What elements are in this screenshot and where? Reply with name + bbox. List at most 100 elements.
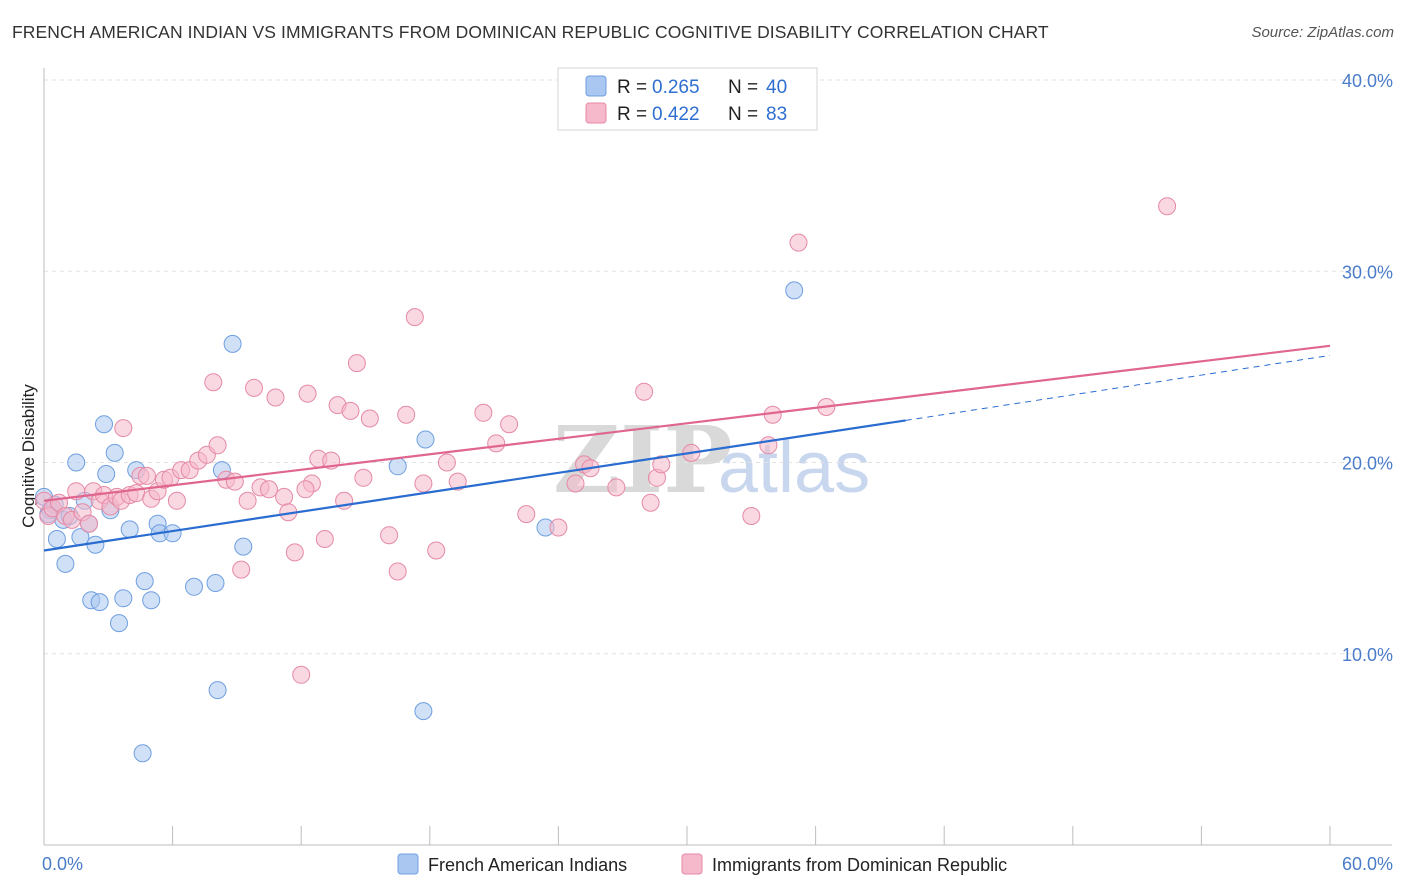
point-french-american-indian — [163, 524, 182, 543]
x-tick-label-max: 60.0% — [1342, 854, 1393, 874]
legend-n-value-blue: 40 — [766, 77, 787, 98]
point-dominican-republic — [167, 491, 186, 510]
point-french-american-indian — [114, 589, 133, 608]
point-dominican-republic — [315, 530, 334, 548]
point-french-american-indian — [416, 430, 435, 449]
point-dominican-republic — [635, 382, 654, 401]
point-dominican-republic — [487, 434, 506, 453]
point-dominican-republic — [360, 409, 379, 428]
bottom-legend-swatch-blue — [397, 853, 419, 875]
point-dominican-republic — [549, 518, 568, 537]
point-dominican-republic — [204, 373, 223, 392]
point-french-american-indian — [110, 614, 128, 633]
chart-title: FRENCH AMERICAN INDIAN VS IMMIGRANTS FRO… — [12, 22, 1049, 42]
point-dominican-republic — [225, 472, 244, 491]
trend-lines — [43, 344, 1331, 552]
point-dominican-republic — [245, 378, 263, 397]
point-dominican-republic — [607, 478, 626, 497]
x-tick-labels: 0.0% 60.0% — [42, 854, 1393, 874]
point-dominican-republic — [114, 419, 133, 438]
y-tick-label: 10.0% — [1342, 645, 1393, 665]
legend-r-value-blue: 0.265 — [652, 77, 700, 98]
source-credit: Source: ZipAtlas.com — [1251, 24, 1394, 41]
point-dominican-republic — [292, 665, 311, 684]
point-french-american-indian — [208, 681, 227, 700]
point-dominican-republic — [80, 514, 98, 533]
point-french-american-indian — [67, 453, 86, 472]
legend-n-label-blue: N = — [728, 77, 758, 98]
point-dominican-republic — [397, 405, 416, 424]
trend-line-pink — [43, 344, 1331, 502]
point-french-american-indian — [414, 702, 433, 721]
point-dominican-republic — [414, 474, 433, 493]
point-dominican-republic — [208, 436, 227, 455]
point-dominican-republic — [742, 507, 761, 525]
point-french-american-indian — [47, 530, 66, 548]
point-dominican-republic — [566, 474, 585, 493]
y-tick-labels: 10.0% 20.0% 30.0% 40.0% — [1342, 71, 1393, 665]
point-dominican-republic — [1158, 197, 1177, 216]
point-french-american-indian — [56, 554, 75, 573]
bottom-legend-label-blue: French American Indians — [428, 855, 627, 875]
point-dominican-republic — [474, 403, 493, 422]
legend-r-label-pink: R = — [617, 104, 647, 125]
legend-swatch-pink — [585, 102, 607, 124]
point-french-american-indian — [388, 457, 407, 476]
point-french-american-indian — [133, 744, 152, 763]
point-french-american-indian — [785, 281, 804, 300]
point-dominican-republic — [437, 453, 456, 472]
point-french-american-indian — [90, 593, 109, 612]
y-tick-label: 30.0% — [1342, 262, 1393, 282]
legend-swatch-blue — [585, 75, 607, 97]
point-french-american-indian — [105, 443, 124, 462]
point-dominican-republic — [388, 562, 407, 581]
point-dominican-republic — [652, 455, 671, 474]
y-axis-label: Cognitive Disability — [19, 384, 38, 528]
point-dominican-republic — [137, 466, 156, 485]
point-french-american-indian — [142, 591, 161, 610]
point-dominican-republic — [127, 484, 146, 503]
legend-r-label-blue: R = — [617, 77, 647, 98]
point-dominican-republic — [347, 354, 366, 373]
point-dominican-republic — [354, 468, 373, 487]
trend-line-blue-extension — [905, 354, 1331, 421]
trend-line-blue — [43, 419, 906, 552]
correlation-legend: R = 0.265 N = 40 R = 0.422 N = 83 — [557, 67, 818, 131]
axes — [43, 68, 1392, 846]
point-french-american-indian — [135, 572, 154, 591]
point-dominican-republic — [500, 415, 519, 434]
point-dominican-republic — [275, 487, 294, 506]
point-dominican-republic — [641, 493, 660, 512]
y-tick-label: 40.0% — [1342, 71, 1393, 91]
point-french-american-indian — [120, 520, 139, 539]
point-dominican-republic — [285, 543, 304, 562]
bottom-legend-swatch-pink — [681, 853, 703, 875]
point-dominican-republic — [448, 472, 467, 491]
point-dominican-republic — [517, 505, 536, 524]
bottom-legend-label-pink: Immigrants from Dominican Republic — [712, 855, 1007, 875]
point-french-american-indian — [234, 537, 253, 556]
series-immigrants-dominican-republic — [35, 197, 1177, 684]
point-dominican-republic — [238, 491, 257, 510]
point-french-american-indian — [95, 415, 113, 434]
point-dominican-republic — [296, 480, 315, 499]
point-dominican-republic — [341, 401, 360, 420]
point-dominican-republic — [405, 308, 424, 327]
legend-n-label-pink: N = — [728, 104, 758, 125]
point-french-american-indian — [223, 334, 242, 353]
point-dominican-republic — [380, 526, 399, 545]
point-dominican-republic — [427, 541, 446, 560]
point-dominican-republic — [789, 233, 808, 252]
legend-n-value-pink: 83 — [766, 104, 787, 125]
x-tick-label-min: 0.0% — [42, 854, 83, 874]
y-tick-label: 20.0% — [1342, 454, 1393, 474]
series-french-american-indians — [35, 281, 804, 763]
series-legend: French American Indians Immigrants from … — [397, 853, 1007, 875]
point-dominican-republic — [298, 384, 317, 403]
point-french-american-indian — [185, 577, 203, 596]
point-dominican-republic — [266, 388, 285, 407]
point-french-american-indian — [97, 465, 116, 483]
legend-r-value-pink: 0.422 — [652, 104, 700, 125]
point-dominican-republic — [232, 560, 251, 579]
